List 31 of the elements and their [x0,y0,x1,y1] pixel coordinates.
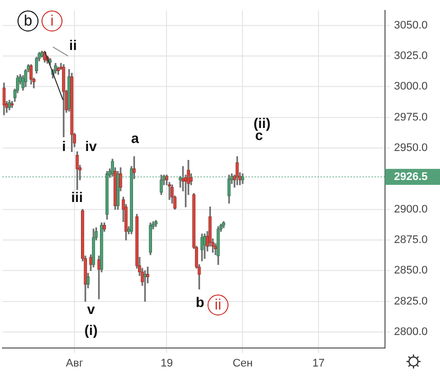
candlestick [236,156,239,186]
ref-line-label: 2926.5 [394,170,428,183]
annotation: i [62,138,66,154]
annotation: v [87,301,95,317]
candlestick [56,66,60,75]
annotation: b [18,10,38,32]
y-tick-label: 3050.0 [394,19,428,32]
annotation: iv [85,138,97,154]
candlestick [76,151,79,190]
y-tick-label: 2950.0 [394,142,428,154]
candlestick [70,72,74,152]
y-tick-label: 2900.0 [394,203,428,216]
y-tick-label: 3000.0 [394,80,428,93]
annotation: a [131,130,139,146]
y-tick-label: 2825.0 [394,295,428,308]
annotation: b [196,294,204,310]
x-tick-label: 17 [312,358,325,370]
annotation: iii [71,189,83,205]
annotation: ii [69,37,77,53]
x-tick-label: 19 [160,358,173,370]
annotation: ii [208,294,228,316]
y-tick-label: 2850.0 [394,264,428,277]
annotation: i [42,10,62,32]
candlestick [216,226,220,265]
x-tick-label: Авг [66,358,84,370]
y-tick-label: 2875.0 [394,234,428,246]
annotation: (i) [84,322,98,338]
y-tick-label: 2975.0 [394,111,428,124]
y-tick-label: 2800.0 [394,326,428,338]
x-tick-label: Сен [232,358,253,370]
y-tick-label: 3025.0 [394,50,428,62]
